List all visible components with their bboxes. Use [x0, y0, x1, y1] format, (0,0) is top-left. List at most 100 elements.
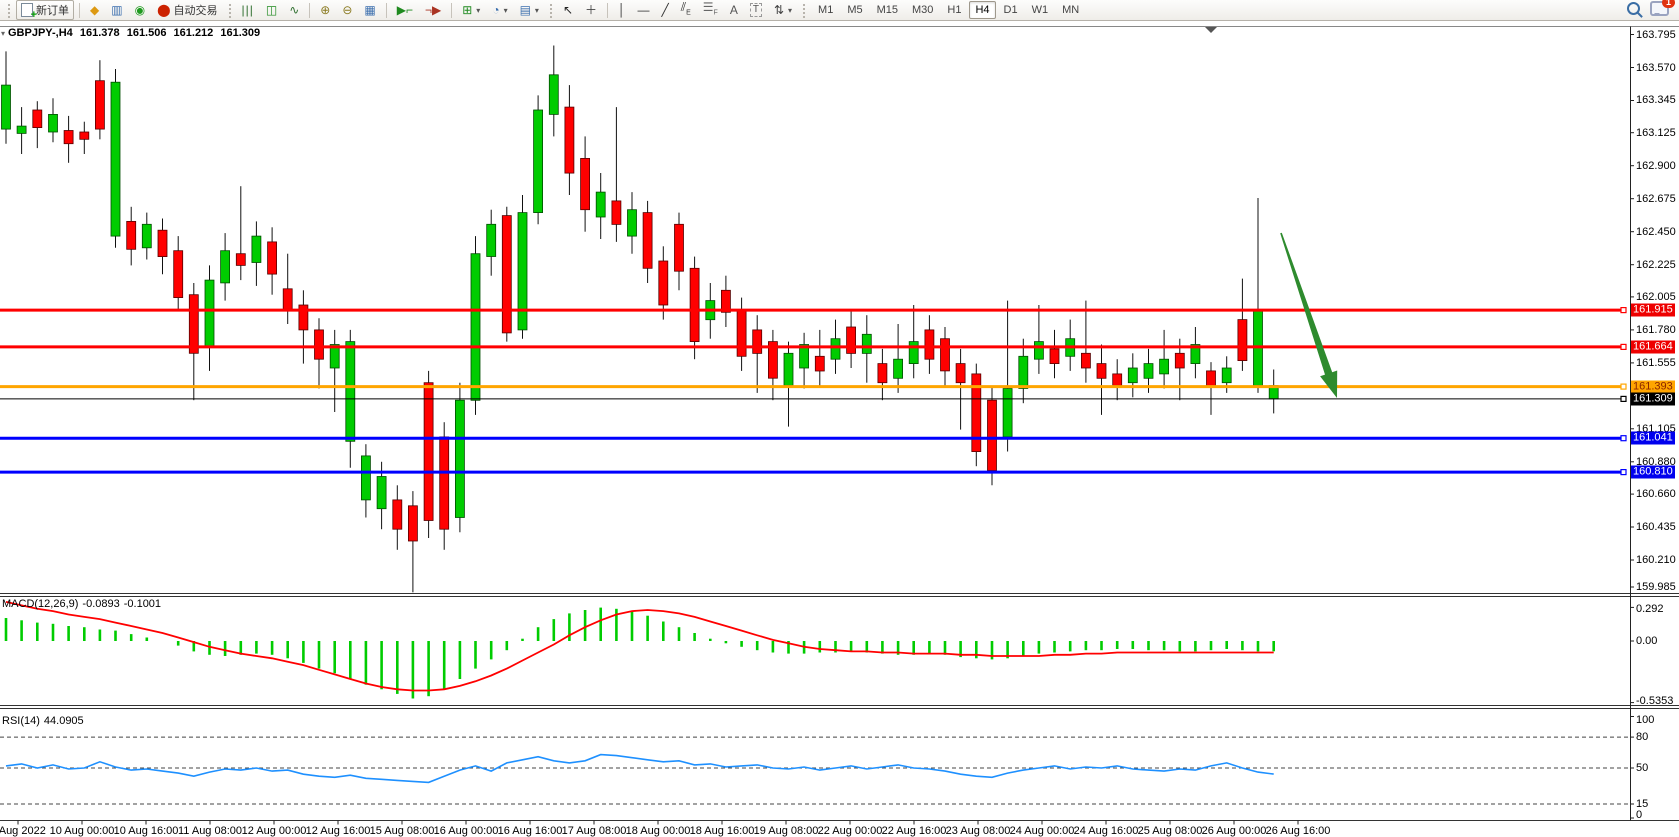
bar-chart-icon: |||	[241, 3, 254, 17]
trendline-icon: ╱	[661, 3, 669, 17]
level-line-handle[interactable]	[1620, 343, 1627, 350]
bar-chart-button[interactable]: |||	[237, 0, 259, 20]
candlestick	[486, 223, 497, 257]
time-axis-label: 19 Aug 08:00	[753, 825, 819, 837]
macd-signal-line	[5, 601, 1274, 692]
candlestick-chart-button[interactable]: ◫	[261, 0, 282, 20]
arrows-button[interactable]: ⇅ ▾	[769, 0, 797, 20]
candlestick	[548, 74, 559, 115]
trendline-button[interactable]: ╱	[657, 0, 674, 20]
new-order-button[interactable]: 新订单	[16, 0, 74, 21]
toolbar-grip[interactable]	[802, 2, 807, 18]
candlestick	[63, 130, 74, 145]
indicators-button[interactable]: ⊞ ▾	[457, 0, 485, 20]
chart-shift-marker-icon[interactable]	[1205, 27, 1217, 33]
candlestick	[110, 81, 121, 237]
candlestick	[908, 341, 919, 365]
price-level-badge: 161.309	[1631, 392, 1675, 406]
templates-button[interactable]: ▤ ▾	[515, 0, 544, 20]
candlestick	[533, 109, 543, 213]
time-axis-label: 12 Aug 16:00	[305, 825, 371, 837]
tile-windows-button[interactable]: ▦	[359, 0, 380, 20]
text-button[interactable]: A	[725, 0, 743, 20]
timeframe-button-D1[interactable]: D1	[1003, 4, 1018, 16]
price-axis-tick: 160.435	[1636, 521, 1676, 534]
price-level-badge: 161.041	[1631, 431, 1675, 445]
charts-profile-button[interactable]: ◆	[85, 0, 104, 20]
candlestick	[79, 131, 90, 140]
candlestick	[407, 505, 418, 542]
timeframe-button-MN[interactable]: MN	[1062, 4, 1080, 16]
cursor-button[interactable]: ↖	[558, 0, 578, 20]
level-line-handle[interactable]	[1620, 435, 1627, 442]
cursor-icon: ↖	[562, 3, 573, 17]
horizontal-line-button[interactable]: —	[633, 0, 655, 20]
toolbar-separator	[451, 2, 453, 18]
timeframe-button-H4[interactable]: H4	[969, 1, 996, 19]
autotrading-button[interactable]: ⬤ 自动交易	[152, 0, 222, 20]
auto-scroll-icon: ▶⌐	[396, 3, 413, 17]
search-button[interactable]	[1627, 2, 1640, 18]
time-axis-label: 10 Aug 00:00	[49, 825, 115, 837]
timeframe-button-M1[interactable]: M1	[818, 4, 834, 16]
candlestick	[595, 191, 606, 218]
toolbar-grip[interactable]	[7, 2, 11, 18]
level-line-handle[interactable]	[1620, 469, 1627, 476]
candlestick	[376, 476, 387, 510]
level-line-handle[interactable]	[1620, 395, 1627, 402]
toolbar-separator	[79, 2, 80, 18]
candlestick	[235, 253, 246, 266]
chart-plot-area[interactable]: ▾ GBPJPY-,H4 161.378 161.506 161.212 161…	[0, 21, 1679, 837]
channel-button[interactable]: ⫽E	[676, 0, 696, 20]
navigator-button[interactable]: ◉	[130, 0, 150, 20]
candlestick	[846, 326, 856, 354]
toolbar-separator	[309, 2, 311, 18]
price-axis-tick: 163.125	[1636, 126, 1676, 139]
new-order-label: 新订单	[36, 5, 69, 17]
timeframe-button-W1[interactable]: W1	[1031, 4, 1049, 16]
zoom-in-button[interactable]: ⊕	[315, 0, 335, 20]
time-axis-label: 11 Aug 08:00	[177, 825, 243, 837]
toolbar-grip[interactable]	[227, 2, 232, 18]
timeframe-button-M5[interactable]: M5	[847, 4, 863, 16]
annotation-arrow[interactable]	[1280, 232, 1338, 398]
candlestick	[1018, 355, 1029, 389]
auto-scroll-button[interactable]: ▶⌐	[392, 0, 418, 20]
price-level-badge: 161.664	[1631, 340, 1675, 354]
text-label-button[interactable]: T	[745, 0, 767, 20]
level-line-handle[interactable]	[1620, 307, 1627, 314]
fibonacci-button[interactable]: ☰F	[698, 0, 723, 20]
price-axis-tick: 163.570	[1636, 61, 1676, 74]
candlestick	[1112, 373, 1123, 386]
price-axis-tick: 161.555	[1636, 356, 1676, 369]
zoom-out-button[interactable]: ⊖	[337, 0, 357, 20]
tile-windows-icon: ▦	[364, 3, 376, 17]
vertical-line-button[interactable]: │	[613, 0, 631, 20]
candlestick	[32, 109, 43, 129]
title-caret-icon[interactable]: ▾	[1, 29, 6, 38]
candlestick	[141, 223, 152, 249]
candlestick	[768, 341, 778, 379]
price-axis-tick: 160.660	[1636, 488, 1676, 501]
timeframe-button-M15[interactable]: M15	[876, 4, 898, 16]
candlestick	[157, 229, 168, 257]
candlestick	[987, 399, 997, 472]
time-axis-label: 22 Aug 00:00	[817, 825, 883, 837]
timeframe-button-M30[interactable]: M30	[912, 4, 934, 16]
candlestick	[251, 235, 262, 263]
chart-canvas[interactable]	[0, 21, 1679, 837]
market-watch-button[interactable]: ▥	[106, 0, 127, 20]
notifications-button[interactable]: 1	[1650, 0, 1675, 19]
level-line-handle[interactable]	[1620, 383, 1627, 390]
timeframe-button-H1[interactable]: H1	[947, 4, 962, 16]
rsi-axis-tick: 0	[1636, 809, 1643, 821]
chart-shift-button[interactable]: ¬▶	[420, 0, 446, 20]
toolbar-grip[interactable]	[548, 2, 553, 18]
crosshair-button[interactable]: ＋	[580, 0, 602, 20]
candlestick	[1081, 352, 1091, 369]
line-chart-button[interactable]: ∿	[284, 0, 304, 20]
price-axis-tick: 160.210	[1636, 554, 1676, 567]
periods-button[interactable]: ◔ ▾	[487, 0, 512, 20]
dropdown-arrow-icon: ▾	[476, 5, 481, 15]
fibonacci-icon: ☰F	[702, 0, 718, 17]
